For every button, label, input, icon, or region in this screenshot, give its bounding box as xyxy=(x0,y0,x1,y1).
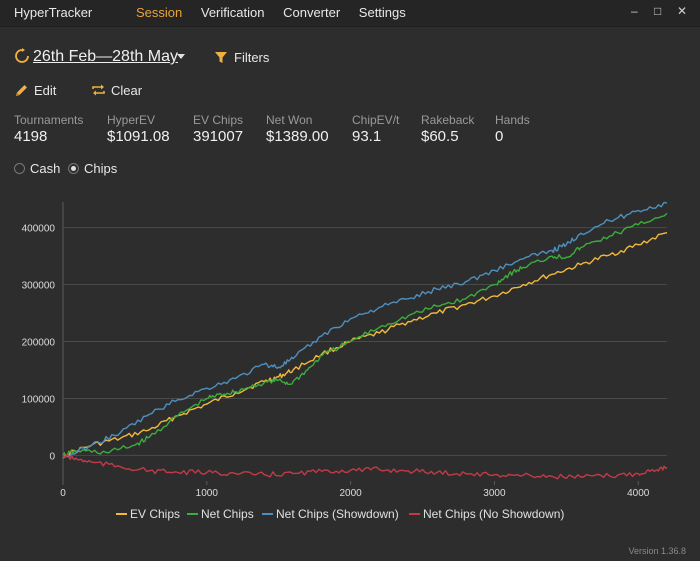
series-line-3 xyxy=(62,453,668,480)
stat-rakeback: Rakeback $60.5 xyxy=(421,113,474,145)
stat-net-won: Net Won $1389.00 xyxy=(266,113,329,145)
edit-button[interactable]: Edit xyxy=(14,83,56,98)
chevron-down-icon[interactable] xyxy=(177,54,185,59)
y-tick-label: 200000 xyxy=(22,338,56,349)
chips-chart: 0 100000 200000 300000 400000 0 1000 2000 3000 40… xyxy=(22,201,668,521)
minimize-icon[interactable]: – xyxy=(631,4,638,18)
y-tick-label: 400000 xyxy=(22,224,56,235)
legend-entry: Net Chips xyxy=(201,507,254,521)
series-line-0 xyxy=(62,232,668,457)
series-line-2 xyxy=(62,201,668,459)
stat-label: HyperEV xyxy=(107,113,156,127)
radio-chips[interactable]: Chips xyxy=(68,161,117,176)
stat-label: Hands xyxy=(495,113,530,127)
legend-entry: Net Chips (No Showdown) xyxy=(423,507,564,521)
stat-label: Net Won xyxy=(266,113,313,127)
radio-cash-label: Cash xyxy=(30,161,61,176)
x-tick-label: 1000 xyxy=(196,488,219,499)
clear-label: Clear xyxy=(111,83,143,98)
y-tick-label: 300000 xyxy=(22,281,56,292)
pencil-icon xyxy=(16,85,27,96)
legend-entry: EV Chips xyxy=(130,507,180,521)
radio-cash-indicator[interactable] xyxy=(14,163,25,174)
series-line-1 xyxy=(62,212,668,457)
stat-value: $1389.00 xyxy=(266,128,329,145)
version-label: Version 1.36.8 xyxy=(628,546,686,556)
stat-value: 93.1 xyxy=(352,128,382,145)
tab-settings[interactable]: Settings xyxy=(358,5,406,20)
x-tick-label: 0 xyxy=(60,488,66,499)
repeat-icon xyxy=(92,84,105,96)
x-tick-label: 2000 xyxy=(339,488,362,499)
app-title: HyperTracker xyxy=(14,5,93,20)
stat-value: $60.5 xyxy=(421,128,459,145)
edit-label: Edit xyxy=(34,83,57,98)
main-nav: Session Verification Converter Settings xyxy=(136,5,421,20)
stat-label: ChipEV/t xyxy=(352,113,400,127)
stat-value: 4198 xyxy=(14,128,48,145)
stat-value: 391007 xyxy=(193,128,244,145)
clear-button[interactable]: Clear xyxy=(91,83,142,98)
y-tick-label: 0 xyxy=(49,451,55,462)
tab-verification[interactable]: Verification xyxy=(200,5,265,20)
stat-label: EV Chips xyxy=(193,113,244,127)
y-tick-label: 100000 xyxy=(22,394,56,405)
stat-label: Rakeback xyxy=(421,113,475,127)
radio-chips-label: Chips xyxy=(84,161,118,176)
stat-hands: Hands 0 xyxy=(495,113,530,145)
radio-chips-indicator[interactable] xyxy=(68,163,79,174)
filter-icon xyxy=(215,52,227,63)
date-range-label[interactable]: 26th Feb—28th May xyxy=(33,48,178,65)
tab-session[interactable]: Session xyxy=(136,5,183,20)
filters-label: Filters xyxy=(234,50,270,65)
filters-button[interactable]: Filters xyxy=(215,50,269,65)
stat-chipev-per-t: ChipEV/t 93.1 xyxy=(352,113,399,145)
close-icon[interactable]: ✕ xyxy=(677,4,688,18)
stat-tournaments: Tournaments 4198 xyxy=(14,113,83,145)
x-tick-label: 3000 xyxy=(483,488,506,499)
refresh-icon[interactable] xyxy=(14,48,30,64)
legend-entry: Net Chips (Showdown) xyxy=(276,507,399,521)
maximize-icon[interactable]: □ xyxy=(654,4,662,18)
x-tick-label: 4000 xyxy=(627,488,650,499)
tab-converter[interactable]: Converter xyxy=(283,5,341,20)
stat-label: Tournaments xyxy=(14,113,84,127)
stat-value: 0 xyxy=(495,128,504,145)
title-bar: HyperTracker Session Verification Conver… xyxy=(0,0,700,27)
radio-cash[interactable]: Cash xyxy=(14,161,60,176)
stat-value: $1091.08 xyxy=(107,128,170,145)
stat-hyperev: HyperEV $1091.08 xyxy=(107,113,170,145)
stat-ev-chips: EV Chips 391007 xyxy=(193,113,243,145)
